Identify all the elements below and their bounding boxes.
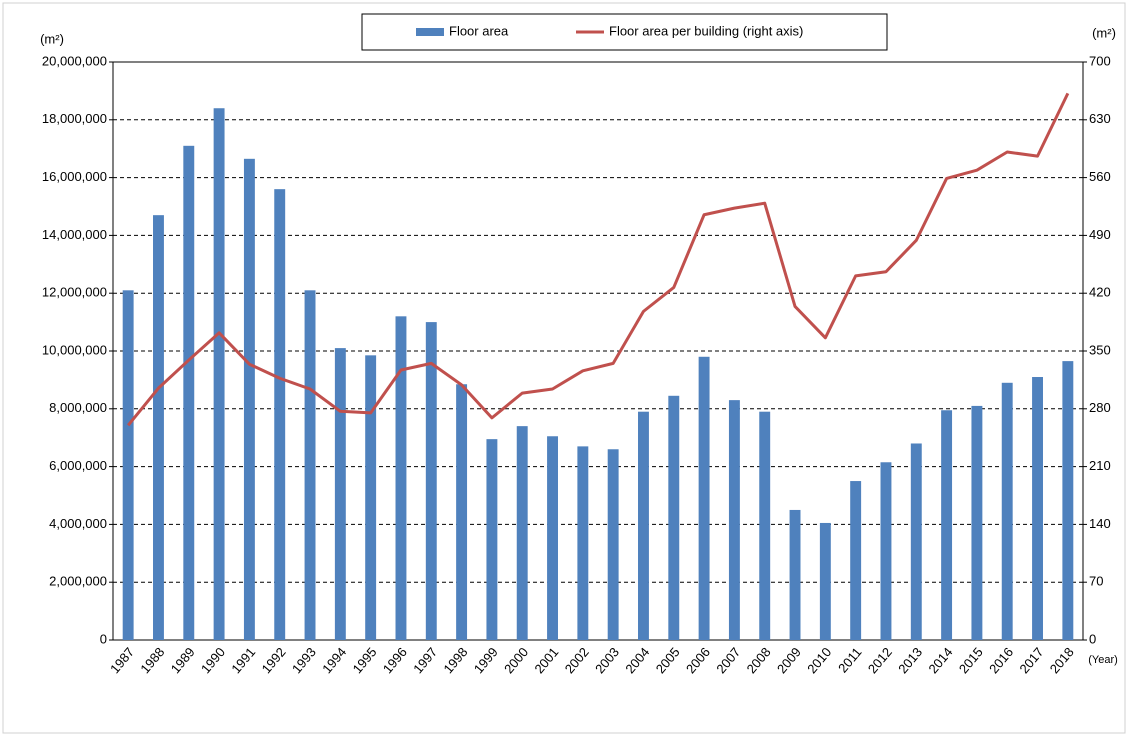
y-tick-label: 14,000,000: [42, 227, 107, 242]
bar: [456, 384, 468, 640]
bar: [243, 158, 255, 640]
y2-tick-label: 630: [1089, 111, 1111, 126]
bar: [304, 290, 316, 640]
bar: [1062, 361, 1074, 640]
y-unit-label: (m²): [40, 31, 64, 46]
y-tick-label: 20,000,000: [42, 53, 107, 68]
y2-tick-label: 420: [1089, 285, 1111, 300]
legend-label: Floor area: [449, 23, 509, 38]
y-tick-label: 12,000,000: [42, 285, 107, 300]
bar: [1001, 382, 1013, 640]
y2-tick-label: 280: [1089, 400, 1111, 415]
bar: [910, 443, 922, 640]
y2-tick-label: 70: [1089, 574, 1103, 589]
legend-swatch: [416, 28, 444, 36]
y2-tick-label: 560: [1089, 169, 1111, 184]
bar: [425, 322, 437, 640]
bar: [607, 449, 619, 640]
y-tick-label: 18,000,000: [42, 111, 107, 126]
y-tick-label: 8,000,000: [49, 400, 107, 415]
y-tick-label: 10,000,000: [42, 342, 107, 357]
legend-label: Floor area per building (right axis): [609, 23, 803, 38]
line: [126, 92, 1070, 427]
bar: [638, 411, 649, 640]
y-tick-label: 6,000,000: [49, 458, 107, 473]
y-tick-label: 0: [100, 631, 107, 646]
y-tick-label: 16,000,000: [42, 169, 107, 184]
bar: [365, 355, 377, 640]
bar: [122, 290, 134, 640]
bar: [728, 400, 740, 640]
bar: [274, 189, 286, 640]
bar: [789, 509, 801, 640]
bar: [971, 405, 983, 640]
y2-unit-label: (m²): [1092, 25, 1116, 40]
bar: [213, 108, 225, 641]
legend: [361, 13, 888, 51]
y-tick-label: 2,000,000: [49, 574, 107, 589]
bar: [1032, 377, 1043, 640]
bar: [577, 446, 589, 640]
bar: [880, 462, 892, 640]
bar: [850, 481, 862, 640]
bar: [486, 439, 498, 640]
x-unit-label: (Year): [1088, 654, 1118, 666]
bar: [334, 348, 346, 640]
bar: [759, 411, 771, 640]
bar: [395, 316, 407, 640]
bar: [819, 522, 831, 640]
bar: [516, 426, 528, 640]
bar: [183, 145, 195, 640]
y-tick-label: 4,000,000: [49, 516, 107, 531]
y2-tick-label: 0: [1089, 631, 1096, 646]
bar: [153, 215, 164, 641]
bar: [698, 356, 710, 640]
y2-tick-label: 140: [1089, 516, 1111, 531]
y2-tick-label: 350: [1089, 342, 1111, 357]
y2-tick-label: 700: [1089, 53, 1111, 68]
bar: [668, 395, 680, 640]
plot-border: [112, 61, 1084, 641]
bar: [547, 436, 558, 640]
y2-tick-label: 210: [1089, 458, 1111, 473]
bar: [941, 410, 953, 640]
y2-tick-label: 490: [1089, 227, 1111, 242]
